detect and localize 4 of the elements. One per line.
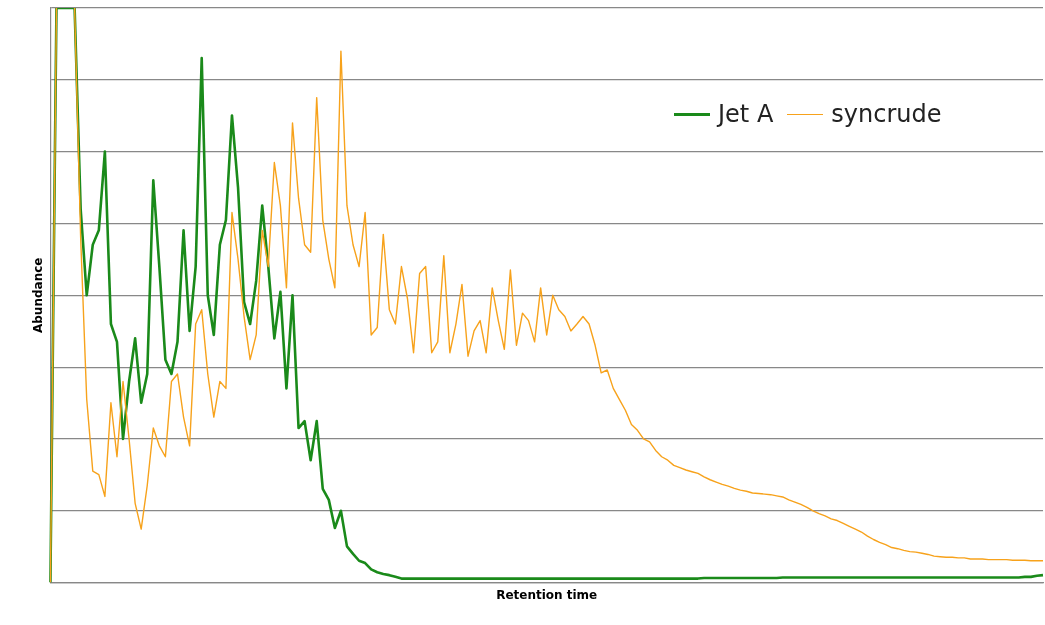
legend-label: Jet A (718, 100, 774, 128)
legend-label: syncrude (831, 100, 942, 128)
x-axis-title: Retention time (496, 587, 598, 602)
y-axis-title: Abundance (31, 257, 46, 334)
